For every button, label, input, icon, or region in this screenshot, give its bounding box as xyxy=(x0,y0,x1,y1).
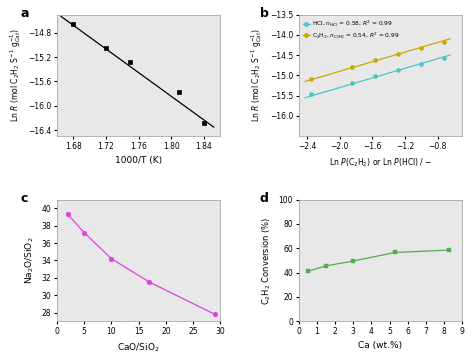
Text: d: d xyxy=(260,192,268,205)
X-axis label: Ca (wt.%): Ca (wt.%) xyxy=(358,341,402,350)
Legend: HCl, $n_{HCl}$ = 0.58, $R^2$ = 0.99, C$_2$H$_2$, $n_{C_2H_2}$ = 0.54, $R^2$ = 0.: HCl, $n_{HCl}$ = 0.58, $R^2$ = 0.99, C$_… xyxy=(301,17,401,42)
Y-axis label: Na$_2$O/SiO$_2$: Na$_2$O/SiO$_2$ xyxy=(24,237,36,284)
Text: c: c xyxy=(21,192,28,205)
X-axis label: CaO/SiO$_2$: CaO/SiO$_2$ xyxy=(117,341,160,354)
Text: a: a xyxy=(21,7,29,20)
Y-axis label: Ln $R$ (mol C$_2$H$_2$ S$^{-1}$ g$_{Cat}^{-1}$): Ln $R$ (mol C$_2$H$_2$ S$^{-1}$ g$_{Cat}… xyxy=(249,28,264,122)
X-axis label: 1000/T (K): 1000/T (K) xyxy=(115,156,162,166)
Y-axis label: Ln $R$ (mol C$_2$H$_2$ S$^{-1}$ g$_{Cat}^{-1}$): Ln $R$ (mol C$_2$H$_2$ S$^{-1}$ g$_{Cat}… xyxy=(8,28,23,122)
Y-axis label: C$_2$H$_2$ Conversion (%): C$_2$H$_2$ Conversion (%) xyxy=(261,216,273,305)
X-axis label: Ln $P$(C$_2$H$_2$) or Ln $P$(HCl) / $-$: Ln $P$(C$_2$H$_2$) or Ln $P$(HCl) / $-$ xyxy=(328,156,432,169)
Text: b: b xyxy=(260,7,268,20)
